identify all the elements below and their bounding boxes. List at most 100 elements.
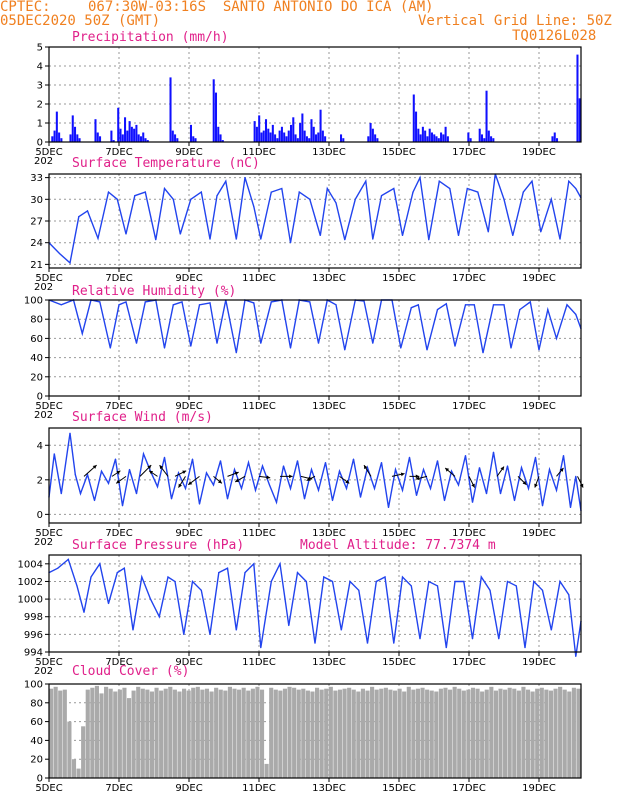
- y-tick-label: 60: [30, 334, 43, 345]
- data-point: [454, 580, 456, 583]
- bar: [370, 686, 375, 778]
- bar: [78, 138, 81, 142]
- bar: [324, 688, 329, 778]
- series-line: [48, 433, 582, 512]
- data-point: [167, 576, 169, 578]
- bar: [194, 138, 197, 142]
- data-point: [471, 638, 474, 640]
- y-tick-label: 1004: [18, 559, 43, 570]
- data-point: [555, 337, 558, 339]
- data-point: [260, 646, 262, 649]
- bar: [317, 132, 320, 142]
- bar: [94, 119, 97, 142]
- data-point: [174, 580, 176, 583]
- data-point: [436, 309, 439, 311]
- data-point: [498, 638, 500, 640]
- bar: [512, 688, 517, 778]
- data-point: [226, 498, 229, 500]
- data-point: [170, 498, 173, 500]
- data-point: [436, 460, 439, 462]
- bar: [310, 691, 315, 778]
- x-tick-label: 7DEC: [105, 273, 132, 284]
- x-tick-label: 15DEC: [382, 657, 416, 668]
- data-point: [548, 468, 551, 471]
- bar: [376, 138, 379, 142]
- bar: [94, 685, 99, 778]
- data-point: [123, 567, 125, 569]
- data-point: [513, 499, 516, 502]
- bar: [507, 687, 512, 778]
- wind-arrow-head: [149, 470, 154, 475]
- bar: [310, 119, 313, 142]
- data-point: [401, 234, 404, 237]
- data-point: [60, 304, 62, 306]
- y-tick-label: 1: [37, 119, 43, 130]
- data-point: [57, 567, 59, 569]
- data-point: [209, 633, 211, 635]
- data-point: [512, 234, 514, 237]
- bar: [117, 107, 120, 142]
- bar: [305, 136, 308, 142]
- bar: [189, 124, 193, 142]
- series-line: [48, 298, 582, 353]
- bar: [53, 130, 56, 142]
- bar: [285, 136, 288, 142]
- data-point: [531, 180, 533, 182]
- data-point: [319, 234, 321, 237]
- bar: [299, 123, 302, 142]
- plot-frame: [48, 427, 582, 524]
- wind-arrow-head: [559, 467, 564, 472]
- bar: [71, 115, 74, 142]
- x-tick-label: 17DEC: [452, 147, 486, 158]
- y-tick-label: 996: [24, 630, 43, 641]
- data-point: [575, 475, 577, 477]
- data-point: [233, 468, 236, 471]
- data-point: [359, 496, 362, 498]
- x-tick-label: 13DEC: [312, 657, 346, 668]
- data-point: [198, 503, 201, 505]
- data-point: [107, 602, 110, 605]
- data-point: [298, 191, 300, 193]
- bar: [544, 689, 549, 778]
- data-point: [419, 638, 421, 640]
- data-point: [566, 304, 568, 306]
- bar: [186, 690, 191, 778]
- x-year-fragment: 202: [34, 410, 53, 421]
- bar: [58, 690, 63, 778]
- bar: [315, 687, 320, 778]
- bar: [142, 132, 145, 142]
- y-tick-label: 100: [24, 296, 43, 307]
- bar: [347, 687, 352, 778]
- bar: [292, 687, 297, 778]
- bar: [110, 130, 113, 142]
- bar: [273, 689, 278, 778]
- data-point: [354, 198, 356, 200]
- wind-arrow-head: [159, 465, 164, 470]
- data-point: [463, 580, 465, 583]
- data-point: [132, 629, 134, 631]
- x-tick-label: 11DEC: [242, 147, 276, 158]
- y-tick-label: 0: [37, 510, 43, 521]
- x-year-fragment: 202: [34, 537, 53, 548]
- data-point: [216, 342, 218, 344]
- wind-arrow-head: [345, 479, 350, 484]
- bar: [255, 686, 260, 778]
- bar: [76, 134, 79, 142]
- x-tick-label: 7DEC: [105, 657, 132, 668]
- bar: [131, 690, 136, 778]
- x-tick-label: 9DEC: [175, 657, 202, 668]
- bar: [246, 690, 251, 778]
- y-tick-label: 80: [30, 698, 43, 709]
- bar: [159, 690, 164, 778]
- bar: [195, 686, 200, 778]
- wind-arrow-head: [234, 471, 239, 476]
- data-point: [477, 191, 479, 193]
- data-point: [466, 187, 468, 190]
- bar: [55, 111, 58, 142]
- wind-arrow-head: [147, 465, 152, 470]
- data-point: [555, 489, 558, 491]
- data-point: [309, 301, 311, 303]
- wind-arrow-head: [188, 481, 193, 485]
- x-tick-label: 13DEC: [312, 528, 346, 539]
